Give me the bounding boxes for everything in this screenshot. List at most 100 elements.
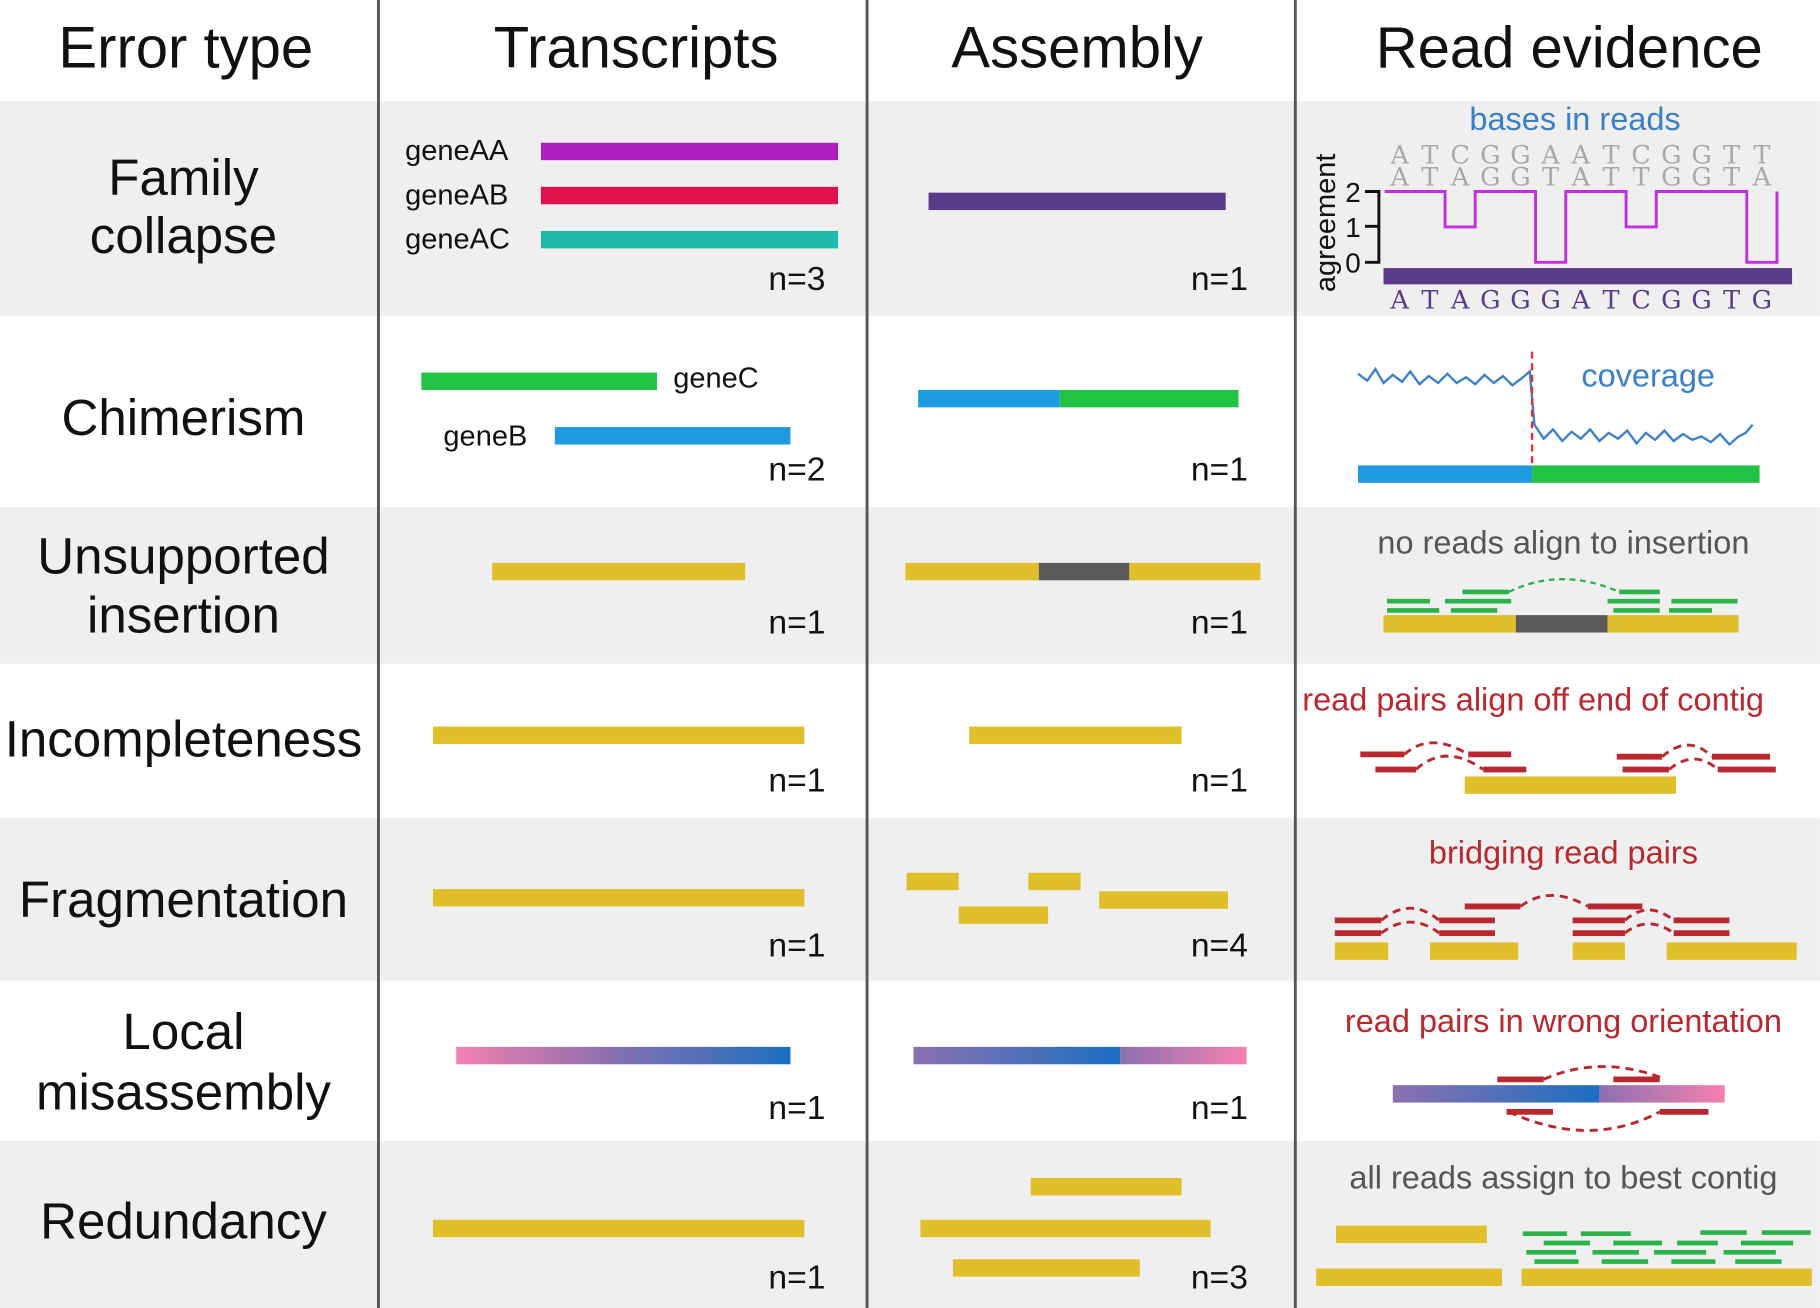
sequence-letter: G: [1540, 286, 1560, 316]
coverage-line: [1357, 366, 1754, 447]
tick-label: 0: [1345, 248, 1361, 279]
transcript-bar: [540, 142, 839, 161]
sequence-letter: T: [1421, 286, 1438, 316]
sequence-letters: A T C G G A A T C G G T TA T A G G T A T T G G T AA T A G G G A T C G G T G: [1390, 141, 1773, 316]
sequence-letter: G: [1661, 141, 1681, 171]
count-label: n=1: [768, 763, 825, 800]
evidence-caption: all reads assign to best contig: [1349, 1159, 1777, 1195]
incompleteness-evidence: read pairs align off end of contig: [1302, 681, 1776, 794]
tick-label: 1: [1345, 212, 1361, 243]
gene-label: geneAC: [405, 223, 510, 255]
count-label: n=1: [768, 605, 825, 642]
redundancy-assembly: n=3: [920, 1178, 1248, 1296]
transcript-bar: [456, 1046, 791, 1065]
transcript-bar: [540, 230, 839, 249]
sequence-letter: T: [1421, 141, 1438, 171]
error-type-chimerism: Chimerism: [62, 389, 306, 446]
tick-label: 2: [1345, 177, 1361, 208]
insertion-evidence: no reads align to insertion: [1377, 525, 1749, 633]
sequence-letter: G: [1510, 286, 1530, 316]
transcript-bar: [540, 186, 839, 205]
family-collapse-evidence: bases in reads agreement A T C G G A A T C G G T TA T…: [1310, 101, 1793, 316]
contig-part: [1357, 465, 1533, 483]
sequence-letter: A: [1571, 163, 1591, 193]
count-label: n=1: [768, 1259, 825, 1296]
sequence-letter: A: [1390, 286, 1410, 316]
sequence-letter: G: [1661, 163, 1681, 193]
contig-fragment: [1028, 872, 1081, 891]
sequence-letter: A: [1390, 141, 1410, 171]
sequence-letter: G: [1661, 286, 1681, 316]
error-type-fragmentation: Fragmentation: [19, 871, 348, 928]
agreement-line: [1384, 190, 1779, 264]
family-collapse-assembly: n=1: [928, 192, 1248, 298]
gene-label: geneAA: [405, 135, 509, 167]
redundancy-evidence: all reads assign to best contig: [1316, 1159, 1812, 1286]
sequence-letter: G: [1480, 141, 1500, 171]
chimerism-evidence: coverage: [1357, 351, 1760, 483]
sequence-letter: T: [1421, 163, 1438, 193]
gene-label: geneC: [673, 363, 758, 395]
transcript-bar: [554, 427, 791, 445]
contig-part: [1120, 1046, 1247, 1065]
sequence-letter: A: [1571, 141, 1591, 171]
incompleteness-transcripts: n=1: [432, 726, 825, 800]
sequence-letter: G: [1480, 163, 1500, 193]
count-label: n=3: [768, 261, 825, 298]
row-backgrounds: [0, 100, 1820, 1308]
column-dividers: [376, 0, 1297, 1308]
sequence-letter: C: [1631, 141, 1651, 171]
sequence-letter: A: [1571, 286, 1591, 316]
chimerism-assembly: n=1: [918, 389, 1248, 488]
header-error-type: Error type: [58, 15, 313, 80]
chimerism-transcripts: geneC geneB n=2: [421, 363, 825, 488]
sequence-letter: G: [1752, 286, 1772, 316]
gene-label: geneAB: [405, 179, 508, 211]
agreement-axis-label: agreement: [1310, 154, 1342, 293]
sequence-letter: T: [1723, 163, 1740, 193]
error-type-redundancy: Redundancy: [40, 1192, 327, 1249]
count-label: n=2: [768, 451, 825, 488]
sequence-letter: T: [1602, 286, 1619, 316]
sequence-letter: T: [1602, 163, 1619, 193]
sequence-letter: T: [1723, 141, 1740, 171]
incompleteness-assembly: n=1: [969, 726, 1248, 800]
contig-bar: [1030, 1178, 1182, 1196]
header-read-evidence: Read evidence: [1376, 15, 1763, 80]
sequence-letter: C: [1450, 141, 1470, 171]
count-label: n=3: [1191, 1259, 1248, 1296]
contig-part: [905, 562, 1039, 581]
sequence-letter: G: [1691, 141, 1711, 171]
gene-label: geneB: [443, 421, 527, 453]
header-transcripts: Transcripts: [494, 15, 779, 80]
sequence-letter: A: [1450, 286, 1470, 316]
contig-bar: [952, 1259, 1140, 1277]
error-type-local-misassembly: Local misassembly: [36, 1003, 331, 1120]
fragmentation-transcripts: n=1: [432, 889, 825, 964]
sequence-letter: G: [1691, 286, 1711, 316]
redundancy-transcripts: n=1: [432, 1219, 825, 1296]
insertion-transcripts: n=1: [492, 562, 825, 642]
evidence-caption: read pairs align off end of contig: [1302, 681, 1764, 717]
sequence-letter: C: [1631, 286, 1651, 316]
count-label: n=1: [1191, 763, 1248, 800]
count-label: n=1: [1191, 1090, 1248, 1127]
sequence-letter: A: [1752, 163, 1772, 193]
contig-part: [918, 389, 1060, 408]
sequence-letter: G: [1480, 286, 1500, 316]
evidence-caption: bases in reads: [1469, 101, 1680, 137]
fragmentation-evidence: bridging read pairs: [1334, 834, 1797, 960]
evidence-caption: coverage: [1581, 357, 1715, 393]
transcript-bar: [432, 1219, 805, 1238]
sequence-letter: T: [1633, 163, 1650, 193]
sequence-letter: G: [1691, 163, 1711, 193]
collapsed-contig-bar: [1383, 268, 1793, 285]
evidence-caption: bridging read pairs: [1429, 834, 1698, 870]
count-label: n=1: [1191, 605, 1248, 642]
agreement-axis: [1364, 190, 1381, 264]
contig-fragment: [906, 872, 959, 891]
family-collapse-transcripts: geneAA geneAB geneAC n=3: [405, 135, 839, 298]
error-type-incompleteness: Incompleteness: [5, 711, 363, 768]
sequence-letter: T: [1602, 141, 1619, 171]
sequence-letter: G: [1510, 141, 1530, 171]
